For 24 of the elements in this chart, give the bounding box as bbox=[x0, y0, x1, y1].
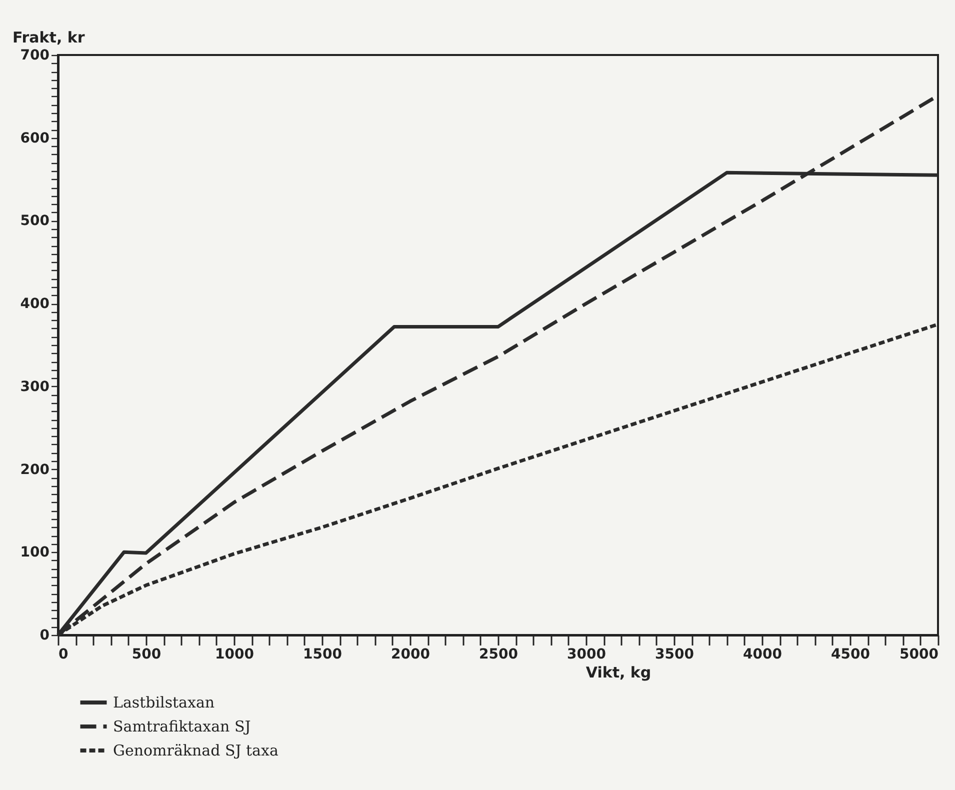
x-tick-label: 2000 bbox=[391, 646, 430, 662]
x-tick-label: 5000 bbox=[900, 646, 939, 662]
legend-label: Lastbilstaxan bbox=[113, 694, 215, 712]
x-tick-label: 0 bbox=[58, 646, 68, 662]
x-tick-label: 3500 bbox=[655, 646, 694, 662]
y-tick-label: 0 bbox=[40, 628, 50, 644]
y-tick-label: 300 bbox=[20, 378, 50, 395]
y-tick-label: 200 bbox=[20, 462, 50, 478]
y-tick-label: 600 bbox=[20, 130, 50, 146]
x-tick-label: 3000 bbox=[567, 646, 606, 662]
legend-label: Genomräknad SJ taxa bbox=[113, 742, 278, 760]
x-tick-label: 4500 bbox=[831, 646, 870, 662]
x-tick-label: 500 bbox=[132, 646, 162, 662]
y-tick-label: 700 bbox=[20, 48, 50, 64]
x-tick-label: 4000 bbox=[743, 646, 782, 662]
x-axis-title: Vikt, kg bbox=[586, 664, 652, 682]
x-tick-label: 1500 bbox=[303, 646, 342, 662]
legend-label: Samtrafiktaxan SJ bbox=[113, 718, 251, 736]
x-tick-label: 2500 bbox=[479, 646, 518, 662]
y-tick-label: 500 bbox=[20, 213, 50, 230]
y-tick-label: 400 bbox=[20, 296, 50, 312]
y-axis-title: Frakt, kr bbox=[12, 28, 86, 46]
y-tick-label: 100 bbox=[20, 544, 50, 561]
x-tick-label: 1000 bbox=[215, 646, 254, 662]
